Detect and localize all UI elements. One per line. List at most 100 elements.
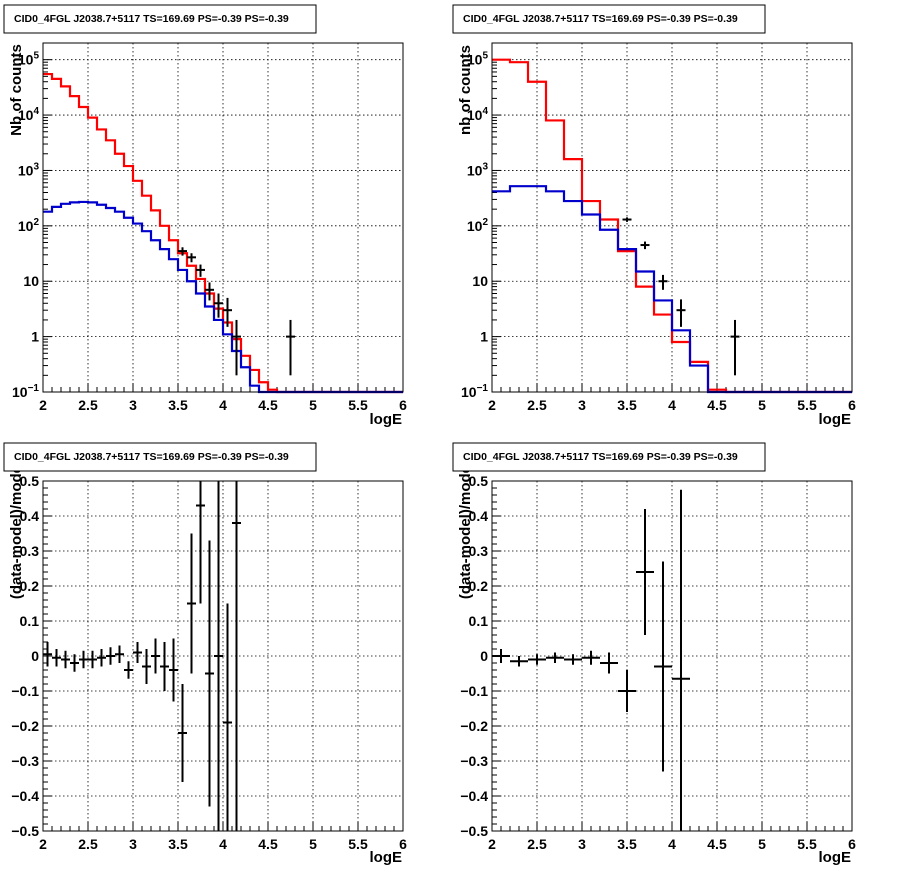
data-point <box>658 274 668 290</box>
data-point <box>133 642 142 663</box>
x-tick-label: 2 <box>39 836 47 852</box>
x-tick-label: 2.5 <box>78 397 98 413</box>
y-axis-title: (data-model)/model <box>457 461 474 599</box>
data-point <box>600 652 618 674</box>
chart-title: CID0_4FGL J2038.7+5117 TS=169.69 PS=-0.3… <box>463 13 738 25</box>
data-point <box>528 654 546 665</box>
x-tick-label: 5.5 <box>797 836 817 852</box>
x-tick-label: 4.5 <box>707 397 727 413</box>
y-tick-label: −0.5 <box>11 823 39 839</box>
y-tick-label: −0.1 <box>460 683 488 699</box>
chart-panel-1: 2 2.5 3 3.5 4 4.5 5 5.5 6 10−1 1 10 102 103 104 105 logE… <box>3 4 407 428</box>
x-tick-label: 6 <box>848 836 856 852</box>
data-point <box>79 650 88 669</box>
data-point <box>636 509 654 635</box>
data-point <box>564 654 582 665</box>
y-tick-label: 103 <box>18 161 40 178</box>
data-point <box>672 489 690 831</box>
x-tick-label: 3.5 <box>168 836 188 852</box>
x-axis-title: logE <box>370 849 403 866</box>
y-tick-label: 0.2 <box>20 578 40 594</box>
x-tick-label: 5 <box>309 397 317 413</box>
x-axis-title: logE <box>819 849 852 866</box>
y-axis-title: Nb of counts <box>8 44 25 136</box>
y-tick-label: −0.2 <box>11 718 39 734</box>
y-tick-label: −0.2 <box>460 718 488 734</box>
x-axis-title: logE <box>370 411 403 428</box>
y-tick-label: 0 <box>31 648 39 664</box>
y-tick-label: 10 <box>23 273 39 289</box>
y-tick-label: 105 <box>18 51 40 68</box>
y-tick-label: 0.2 <box>469 578 489 594</box>
y-tick-label: 0.1 <box>20 613 40 629</box>
x-tick-label: 3.5 <box>617 397 637 413</box>
plot-frame <box>42 42 404 393</box>
histogram-series-2 <box>492 185 852 394</box>
y-tick-label: 1 <box>31 329 39 345</box>
data-point <box>730 319 740 376</box>
y-tick-label: 1 <box>480 329 488 345</box>
y-tick-label: 0.5 <box>469 473 489 489</box>
x-tick-label: 2.5 <box>527 836 547 852</box>
data-point <box>187 533 196 674</box>
x-tick-label: 6 <box>399 397 407 413</box>
x-tick-label: 5 <box>758 836 766 852</box>
data-point <box>205 282 214 301</box>
data-point <box>640 241 650 250</box>
x-tick-label: 3 <box>129 397 137 413</box>
data-point <box>214 481 223 831</box>
x-tick-label: 3 <box>129 836 137 852</box>
data-point <box>124 661 133 679</box>
chart-panel-3: 2 2.5 3 3.5 4 4.5 5 5.5 6 −0.5 −0.4 −0.3 −0.2 −0.1 0 0.… <box>3 442 407 866</box>
x-tick-label: 3 <box>578 397 586 413</box>
chart-title-box <box>452 442 766 472</box>
y-tick-label: 0.3 <box>20 543 40 559</box>
x-tick-label: 3.5 <box>168 397 188 413</box>
data-point <box>232 481 241 831</box>
chart-panel-4: 2 2.5 3 3.5 4 4.5 5 5.5 6 −0.5 −0.4 −0.3 −0.2 −0.1 0 0.… <box>452 442 856 866</box>
plot-frame <box>491 480 853 832</box>
y-tick-label: 103 <box>467 161 489 178</box>
data-point <box>97 649 106 667</box>
data-point <box>223 297 232 327</box>
data-point <box>178 684 187 782</box>
y-tick-label: 105 <box>467 51 489 68</box>
x-tick-label: 4 <box>219 836 227 852</box>
data-point <box>205 540 214 807</box>
data-point <box>115 645 124 663</box>
data-point <box>223 603 232 831</box>
y-tick-label: 10 <box>472 273 488 289</box>
x-tick-label: 6 <box>399 836 407 852</box>
data-point <box>582 650 600 665</box>
plot-frame <box>42 480 404 832</box>
data-point <box>546 652 564 663</box>
y-tick-label: −0.3 <box>11 753 39 769</box>
x-tick-label: 5.5 <box>348 397 368 413</box>
data-point <box>492 649 510 663</box>
data-point <box>510 656 528 667</box>
x-tick-label: 4 <box>668 397 676 413</box>
data-point <box>214 293 223 318</box>
x-tick-label: 3.5 <box>617 836 637 852</box>
data-point <box>232 319 241 376</box>
data-point <box>70 654 79 672</box>
data-point <box>622 217 632 222</box>
y-tick-label: −0.4 <box>11 788 39 804</box>
data-point <box>676 299 686 327</box>
data-point <box>61 650 70 669</box>
x-tick-label: 2 <box>39 397 47 413</box>
x-tick-label: 2.5 <box>78 836 98 852</box>
x-tick-label: 6 <box>848 397 856 413</box>
x-tick-label: 4.5 <box>258 836 278 852</box>
data-point <box>43 642 52 667</box>
data-point <box>88 650 97 669</box>
x-tick-label: 5 <box>309 836 317 852</box>
data-point <box>142 649 151 684</box>
y-tick-label: 102 <box>467 217 489 234</box>
y-tick-label: −0.4 <box>460 788 488 804</box>
chart-title-box <box>452 4 766 34</box>
y-tick-label: 0.3 <box>469 543 489 559</box>
data-point <box>169 638 178 702</box>
x-tick-label: 2 <box>488 397 496 413</box>
